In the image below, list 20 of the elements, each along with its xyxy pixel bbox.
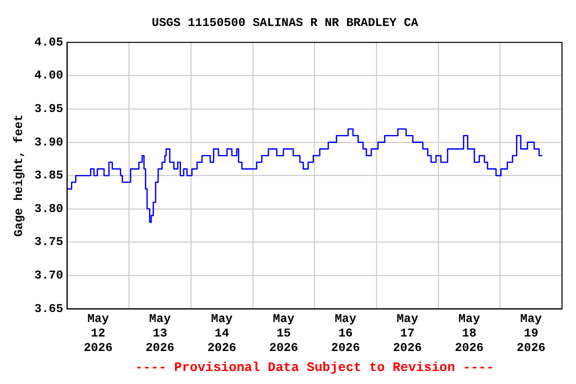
y-tick-label: 4.00 (34, 68, 64, 83)
x-tick-label: May 19 2026 (516, 312, 546, 355)
x-tick-label: May 12 2026 (84, 312, 113, 355)
y-tick-label: 3.90 (34, 135, 64, 150)
y-tick-label: 3.95 (34, 102, 64, 116)
x-tick-label: May 18 2026 (454, 312, 484, 355)
y-tick-label: 3.75 (34, 235, 64, 250)
y-tick-label: 3.65 (34, 302, 64, 316)
x-tick-label: May 17 2026 (392, 312, 422, 355)
x-tick-label: May 14 2026 (207, 312, 236, 355)
y-tick-label: 4.05 (34, 35, 64, 50)
text: ---- Provisional Data Subject to Revision ---- (135, 360, 494, 375)
y-axis-title: Gage height, feet (12, 114, 26, 237)
x-tick-label: May 16 2026 (331, 312, 360, 355)
y-tick-label: 3.85 (34, 168, 64, 183)
y-tick-label: 3.70 (34, 268, 64, 283)
x-tick-label: May 15 2026 (269, 312, 298, 355)
chart-title: USGS 11150500 SALINAS R NR BRADLEY CA (152, 16, 420, 30)
x-tick-label: May 13 2026 (146, 312, 174, 355)
y-tick-label: 3.80 (34, 202, 64, 216)
